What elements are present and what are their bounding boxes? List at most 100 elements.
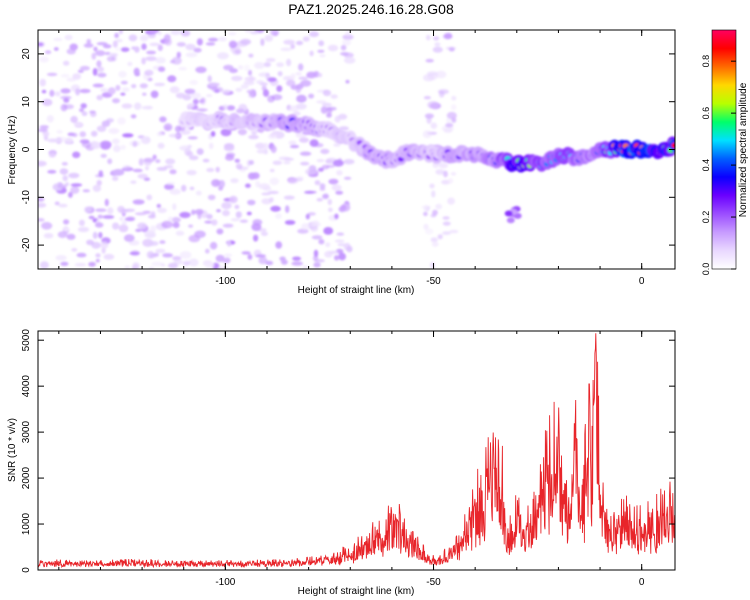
spectrogram-noise-blob [75, 88, 80, 96]
spectrogram-noise-blob [196, 38, 203, 46]
spectrogram-noise-blob [318, 239, 325, 245]
spectrogram-noise-blob [53, 47, 59, 51]
spectrogram-noise-blob [426, 34, 431, 41]
spectrogram-noise-blob [117, 117, 126, 125]
spectrogram-noise-blob [326, 107, 333, 115]
spectrogram-noise-blob [305, 168, 317, 176]
spectrogram-noise-blob [88, 215, 95, 220]
spectrogram-noise-blob [101, 247, 106, 254]
spectrogram-noise-blob [300, 79, 312, 87]
spectrogram-noise-blob [95, 259, 100, 263]
spectrogram-noise-blob [38, 128, 49, 132]
spectrogram-noise-blob [435, 169, 445, 175]
spectrogram-noise-blob [234, 49, 241, 54]
spectrogram-noise-blob [163, 123, 173, 132]
spectrogram-noise-blob [222, 104, 228, 110]
snr-axes: -100 -50 0 0 1000 2000 3000 4000 5000 [21, 329, 675, 588]
spectrogram-noise-blob [246, 211, 252, 216]
spectrogram-noise-blob [100, 88, 108, 92]
spectrogram-noise-blob [39, 56, 49, 63]
spectrogram-noise-blob [275, 213, 282, 220]
spectrogram-noise-blob [332, 159, 344, 167]
snr-panel: -100 -50 0 0 1000 2000 3000 4000 5000 Height of … [7, 329, 676, 597]
y-tick-label: -20 [21, 237, 32, 252]
spectrogram-noise-blob [343, 159, 355, 165]
spectrogram-noise-blob [322, 193, 329, 200]
x-tick-label: -100 [215, 276, 235, 287]
spectrogram-noise-blob [302, 36, 310, 42]
colorbar-tick-label: 0.2 [701, 211, 711, 224]
spectrogram-noise-blob [431, 190, 436, 198]
spectrogram-noise-blob [282, 76, 290, 81]
spectrogram-noise-blob [196, 148, 204, 156]
spectrogram-noise-blob [255, 142, 266, 150]
spectrogram-noise-blob [215, 254, 225, 263]
spectrogram-noise-blob [178, 66, 187, 71]
spectrogram-noise-blob [130, 114, 137, 119]
spectrogram-noise-blob [181, 184, 187, 192]
spectrogram-noise-blob [167, 262, 179, 269]
spectrogram-noise-blob [286, 79, 296, 87]
spectrogram-noise-blob [117, 205, 125, 213]
spectrogram-noise-blob [151, 261, 164, 267]
spectrogram-noise-blob [275, 241, 283, 249]
spectrogram-noise-blob [146, 194, 153, 201]
spectrogram-noise-blob [263, 142, 269, 151]
spectrogram-noise-blob [156, 131, 163, 137]
spectrogram-noise-blob [343, 176, 352, 180]
spectrogram-noise-blob [345, 79, 350, 84]
spectrogram-noise-blob [218, 36, 227, 42]
spectrogram-noise-blob [112, 138, 120, 145]
spectrogram-noise-blob [112, 169, 125, 176]
spectrogram-noise-blob [185, 52, 198, 58]
spectrogram-noise-blob [95, 50, 106, 57]
spectrogram-noise-blob [120, 92, 126, 96]
snr-frame [37, 330, 676, 571]
spectrogram-noise-blob [261, 231, 268, 237]
spectrogram-noise-blob [60, 103, 68, 112]
spectrogram-noise-blob [157, 44, 163, 51]
spectrogram-noise-blob [123, 234, 135, 242]
spectrogram-noise-blob [261, 198, 273, 205]
spectrogram-noise-blob [135, 228, 142, 232]
spectrogram-noise-blob [340, 44, 347, 51]
spectrogram-noise-blob [433, 36, 440, 41]
spectrogram-noise-blob [308, 93, 315, 99]
spectrogram-noise-blob [187, 136, 198, 140]
spectrogram-noise-blob [81, 141, 92, 148]
spectrogram-noise-blob [42, 131, 50, 137]
spectrogram-noise-blob [191, 92, 202, 99]
spectrogram-noise-blob [334, 213, 339, 220]
spectrogram-noise-blob [247, 199, 256, 206]
spectrogram-noise-blob [169, 86, 180, 94]
spectrogram-noise-blob [450, 172, 457, 176]
spectrogram-noise-blob [120, 47, 130, 52]
colorbar-label: Normalized spectral amplitude [738, 82, 749, 217]
spectrogram-noise-blob [318, 40, 325, 47]
spectrogram-noise-blob [272, 31, 279, 37]
spectrogram-noise-blob [88, 261, 96, 267]
spectrogram-noise-blob [155, 248, 166, 254]
spectrogram-noise-blob [255, 254, 266, 258]
spectrogram-noise-blob [155, 159, 161, 164]
spectrogram-noise-blob [142, 92, 147, 96]
spectrogram-noise-blob [263, 186, 272, 191]
spectrogram-noise-blob [316, 159, 325, 163]
snr-background [38, 331, 675, 570]
spectrogram-noise-blob [204, 220, 214, 224]
spectrogram-noise-blob [112, 40, 118, 48]
spectrogram-noise-blob [243, 80, 255, 86]
spectrogram-noise-blob [217, 52, 229, 60]
spectrogram-noise-blob [189, 186, 195, 191]
spectrogram-noise-blob [47, 138, 59, 143]
spectrogram-noise-blob [166, 181, 176, 185]
y-tick-label: 10 [21, 96, 32, 108]
spectrogram-noise-blob [207, 75, 212, 83]
spectrogram-noise-blob [103, 253, 115, 260]
spectrogram-noise-blob [244, 64, 250, 72]
spectrogram-noise-blob [106, 56, 115, 62]
spectrogram-noise-blob [86, 38, 92, 45]
spectrogram-noise-blob [185, 43, 196, 51]
spectrogram-noise-blob [193, 47, 202, 53]
